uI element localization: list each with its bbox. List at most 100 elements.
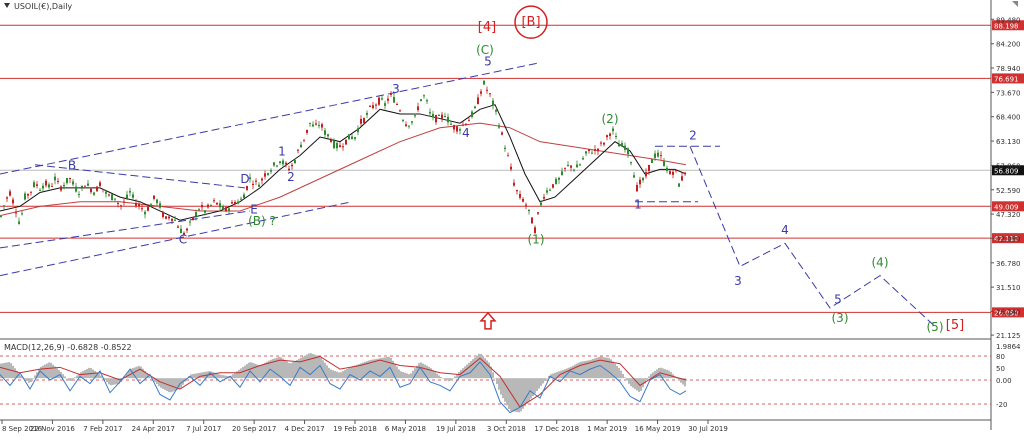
candle-body — [477, 97, 479, 105]
macd-histogram-bar — [488, 362, 490, 379]
candle-body — [270, 170, 272, 172]
macd-histogram-bar — [224, 375, 226, 379]
macd-histogram-bar — [76, 375, 78, 379]
macd-histogram-bar — [620, 370, 622, 379]
candle-body — [39, 189, 41, 191]
candle-body — [282, 160, 284, 165]
wave-label: (C) — [476, 43, 494, 57]
candle-body — [327, 134, 329, 137]
time-tick-label: 22 Nov 2016 — [30, 425, 75, 433]
candle-body — [213, 200, 215, 202]
macd-histogram-bar — [554, 372, 556, 379]
price-tick-label: 84.200 — [996, 41, 1021, 49]
candle-body — [555, 178, 557, 185]
macd-histogram-bar — [198, 372, 200, 379]
candle-body — [174, 219, 176, 221]
candle-body — [405, 124, 407, 127]
candle-body — [339, 145, 341, 148]
candle-body — [384, 103, 386, 106]
candle-body — [138, 204, 140, 207]
macd-histogram-bar — [46, 363, 48, 379]
symbol-menu-icon[interactable] — [4, 3, 10, 8]
candle-body — [303, 139, 305, 141]
candle-body — [261, 178, 263, 181]
candle-body — [324, 130, 326, 135]
candle-body — [435, 115, 437, 123]
candle-body — [684, 172, 686, 174]
candle-body — [249, 177, 251, 180]
candle-body — [60, 186, 62, 191]
candle-body — [3, 205, 5, 207]
candle-body — [549, 189, 551, 191]
candle-body — [375, 104, 377, 106]
macd-histogram-bar — [522, 378, 524, 409]
candle-body — [180, 228, 182, 234]
macd-histogram-bar — [296, 359, 298, 379]
macd-histogram-bar — [196, 373, 198, 379]
candle-body — [453, 125, 455, 130]
candle-body — [450, 123, 452, 125]
candle-body — [618, 144, 620, 147]
candle-body — [273, 162, 275, 166]
macd-histogram-bar — [326, 365, 328, 379]
candle-body — [504, 147, 506, 149]
macd-histogram-bar — [72, 378, 74, 380]
candle-body — [291, 164, 293, 167]
candle-body — [414, 115, 416, 117]
wave-label: [B] — [521, 15, 540, 30]
candle-body — [501, 132, 503, 135]
macd-histogram-bar — [162, 378, 164, 389]
macd-histogram-bar — [18, 373, 20, 379]
candle-body — [342, 146, 344, 148]
candle-body — [240, 198, 242, 200]
macd-histogram-bar — [214, 372, 216, 379]
macd-histogram-bar — [2, 363, 4, 379]
macd-histogram-bar — [444, 378, 446, 380]
macd-histogram-bar — [154, 378, 156, 382]
macd-histogram-bar — [364, 361, 366, 379]
macd-histogram-bar — [476, 355, 478, 379]
macd-histogram-bar — [136, 366, 138, 379]
candle-body — [498, 125, 500, 128]
macd-histogram-bar — [518, 378, 520, 413]
candle-body — [345, 139, 347, 145]
macd-histogram-bar — [264, 362, 266, 379]
candle-body — [285, 162, 287, 165]
macd-histogram-bar — [282, 358, 284, 379]
macd-histogram-bar — [618, 368, 620, 379]
macd-histogram-bar — [236, 371, 238, 379]
macd-histogram-bar — [566, 368, 568, 379]
candle-body — [429, 112, 431, 114]
candle-body — [351, 136, 353, 140]
macd-histogram-bar — [534, 378, 536, 394]
candle-body — [675, 170, 677, 172]
macd-histogram-bar — [682, 378, 684, 385]
macd-histogram-bar — [274, 358, 276, 379]
macd-histogram-bar — [428, 366, 430, 379]
candle-body — [489, 93, 491, 95]
wave-label: 1 — [634, 198, 642, 212]
macd-histogram-bar — [482, 356, 484, 379]
candle-body — [252, 183, 254, 186]
macd-histogram-bar — [610, 359, 612, 379]
candle-body — [426, 100, 428, 102]
macd-histogram-bar — [526, 378, 528, 404]
macd-histogram-bar — [244, 365, 246, 379]
candle-body — [591, 152, 593, 154]
macd-histogram-bar — [292, 362, 294, 379]
macd-histogram-bar — [176, 378, 178, 391]
time-tick-label: 17 Dec 2018 — [534, 425, 579, 433]
macd-histogram-bar — [350, 366, 352, 379]
candle-body — [129, 190, 131, 193]
candle-body — [606, 135, 608, 138]
macd-histogram-bar — [430, 368, 432, 379]
candle-body — [393, 97, 395, 103]
price-tick-label: 26.240 — [996, 308, 1021, 316]
macd-histogram-bar — [612, 361, 614, 379]
candle-body — [651, 159, 653, 163]
candle-body — [387, 98, 389, 101]
macd-histogram-bar — [314, 354, 316, 379]
macd-histogram-bar — [54, 366, 56, 379]
candle-body — [108, 194, 110, 196]
